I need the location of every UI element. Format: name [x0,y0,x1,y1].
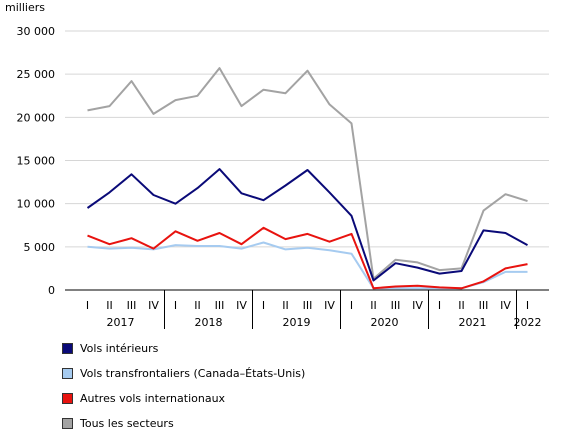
x-tick-label: III [127,299,137,312]
x-tick-label: III [479,299,489,312]
x-tick-label: I [350,299,353,312]
legend-item-vols-transfrontaliers: Vols transfrontaliers (Canada–États-Unis… [62,361,305,386]
legend-swatch [62,393,73,404]
y-tick-label: 15 000 [17,155,56,168]
x-tick-label: II [194,299,201,312]
x-tick-label: II [282,299,289,312]
x-tick-label: I [262,299,265,312]
legend-item-tous-les-secteurs: Tous les secteurs [62,411,305,436]
legend-label: Autres vols internationaux [80,392,226,405]
x-year-label: 2018 [195,316,223,329]
x-tick-label: IV [500,299,511,312]
series-line-3 [87,67,528,280]
x-tick-label: I [86,299,89,312]
x-year-label: 2022 [514,316,542,329]
y-tick-label: 0 [48,284,55,297]
y-tick-label: 5 000 [24,241,56,254]
y-tick-label: 10 000 [17,198,56,211]
legend-swatch [62,343,73,354]
legend-label: Vols intérieurs [80,342,159,355]
legend-item-vols-interieurs: Vols intérieurs [62,336,305,361]
x-year-label: 2021 [459,316,487,329]
series-line-0 [86,168,528,282]
x-tick-label: III [391,299,401,312]
x-tick-label: I [526,299,529,312]
legend-swatch [62,368,73,379]
y-axis-label: milliers [5,1,45,14]
x-year-label: 2020 [371,316,399,329]
x-tick-label: I [438,299,441,312]
y-tick-label: 30 000 [17,25,56,38]
series-line-2 [87,226,528,290]
x-tick-label: I [174,299,177,312]
x-tick-label: II [106,299,113,312]
x-tick-label: II [370,299,377,312]
x-year-label: 2019 [283,316,311,329]
y-tick-label: 20 000 [17,111,56,124]
legend-label: Vols transfrontaliers (Canada–États-Unis… [80,367,306,380]
x-tick-label: IV [236,299,247,312]
series-lines [86,67,528,290]
x-tick-label: II [458,299,465,312]
y-tick-labels: 0 5 000 10 000 15 000 20 000 25 000 30 000 [17,25,56,297]
legend-label: Tous les secteurs [80,417,174,430]
legend-item-autres-vols-internationaux: Autres vols internationaux [62,386,305,411]
gridlines [65,30,549,248]
x-tick-labels: I II III IV I II III IV I II III IV I II III IV I II III IV… [86,290,542,329]
x-tick-label: IV [148,299,159,312]
x-tick-label: IV [412,299,423,312]
x-tick-label: III [215,299,225,312]
legend: Vols intérieurs Vols transfrontaliers (C… [62,336,305,436]
x-tick-label: IV [324,299,335,312]
line-chart: milliers 0 5 000 10 000 15 000 20 000 25 000 3… [5,1,549,329]
legend-swatch [62,418,73,429]
x-tick-label: III [303,299,313,312]
x-year-label: 2017 [107,316,135,329]
y-tick-label: 25 000 [17,68,56,81]
